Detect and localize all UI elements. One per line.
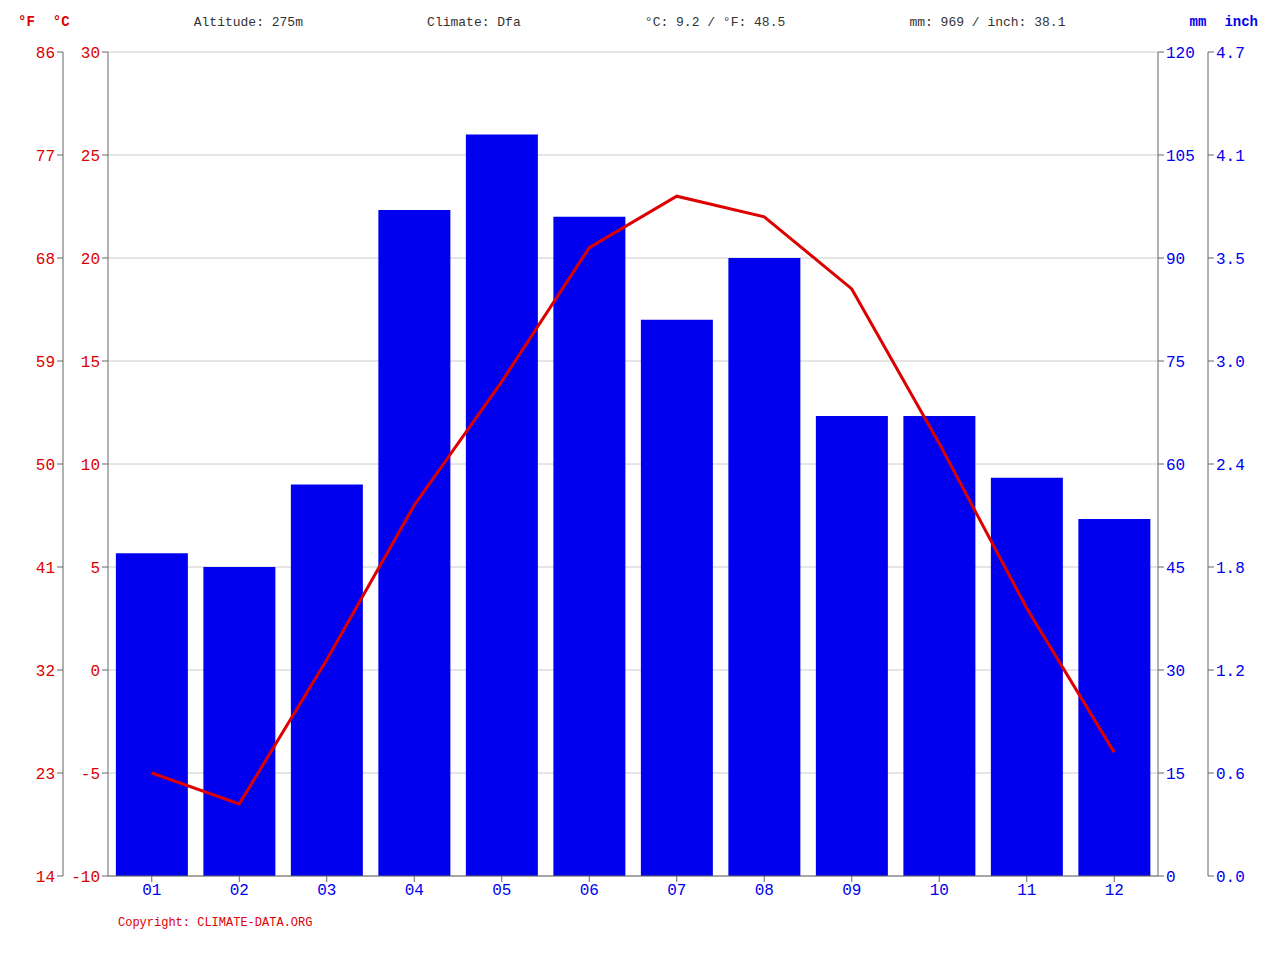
svg-text:105: 105	[1166, 148, 1195, 166]
svg-text:86: 86	[36, 45, 55, 63]
svg-text:25: 25	[81, 148, 100, 166]
svg-text:02: 02	[230, 882, 249, 900]
html-text:Altitude: 275m: Altitude: 275m	[193, 14, 303, 30]
svg-text:11: 11	[1017, 882, 1036, 900]
svg-text:60: 60	[1166, 457, 1185, 475]
svg-text:1.8: 1.8	[1216, 560, 1245, 578]
svg-text:05: 05	[492, 882, 511, 900]
svg-text:120: 120	[1166, 45, 1195, 63]
svg-text:20: 20	[81, 251, 100, 269]
svg-text:0: 0	[1166, 869, 1176, 887]
svg-text:23: 23	[36, 766, 55, 784]
svg-text:14: 14	[36, 869, 55, 887]
svg-text:2.4: 2.4	[1216, 457, 1245, 475]
svg-text:09: 09	[842, 882, 861, 900]
svg-text:3.0: 3.0	[1216, 354, 1245, 372]
svg-text:07: 07	[667, 882, 686, 900]
svg-text:59: 59	[36, 354, 55, 372]
svg-text:10: 10	[930, 882, 949, 900]
svg-text:50: 50	[36, 457, 55, 475]
svg-text:-10: -10	[71, 869, 100, 887]
svg-text:30: 30	[1166, 663, 1185, 681]
svg-text:01: 01	[142, 882, 161, 900]
svg-text:04: 04	[405, 882, 424, 900]
svg-text:03: 03	[317, 882, 336, 900]
svg-text:90: 90	[1166, 251, 1185, 269]
svg-text:3.5: 3.5	[1216, 251, 1245, 269]
svg-text:0: 0	[90, 663, 100, 681]
svg-text:41: 41	[36, 560, 55, 578]
html-text:Copyright: CLIMATE-DATA.ORG: Copyright: CLIMATE-DATA.ORG	[118, 916, 313, 930]
html-text:mm: 969 / inch: 38.1: mm: 969 / inch: 38.1	[909, 14, 1066, 30]
svg-text:77: 77	[36, 148, 55, 166]
svg-text:32: 32	[36, 663, 55, 681]
svg-text:-5: -5	[81, 766, 100, 784]
svg-text:1.2: 1.2	[1216, 663, 1245, 681]
html-text:inch: inch	[1224, 14, 1258, 30]
svg-text:30: 30	[81, 45, 100, 63]
svg-text:06: 06	[580, 882, 599, 900]
svg-text:0.0: 0.0	[1216, 869, 1245, 887]
html-text:°C: °C	[52, 14, 70, 30]
html-text:Climate: Dfa: Climate: Dfa	[427, 14, 521, 30]
svg-text:68: 68	[36, 251, 55, 269]
html-text:°C: 9.2 / °F: 48.5: °C: 9.2 / °F: 48.5	[644, 14, 786, 30]
svg-text:10: 10	[81, 457, 100, 475]
svg-text:08: 08	[755, 882, 774, 900]
html-text:°F: °F	[18, 14, 35, 30]
svg-text:12: 12	[1105, 882, 1124, 900]
svg-text:5: 5	[90, 560, 100, 578]
svg-text:15: 15	[1166, 766, 1185, 784]
svg-text:75: 75	[1166, 354, 1185, 372]
svg-text:4.7: 4.7	[1216, 45, 1245, 63]
html-text:mm: mm	[1189, 14, 1207, 30]
svg-text:45: 45	[1166, 560, 1185, 578]
svg-text:15: 15	[81, 354, 100, 372]
svg-text:4.1: 4.1	[1216, 148, 1245, 166]
svg-text:0.6: 0.6	[1216, 766, 1245, 784]
